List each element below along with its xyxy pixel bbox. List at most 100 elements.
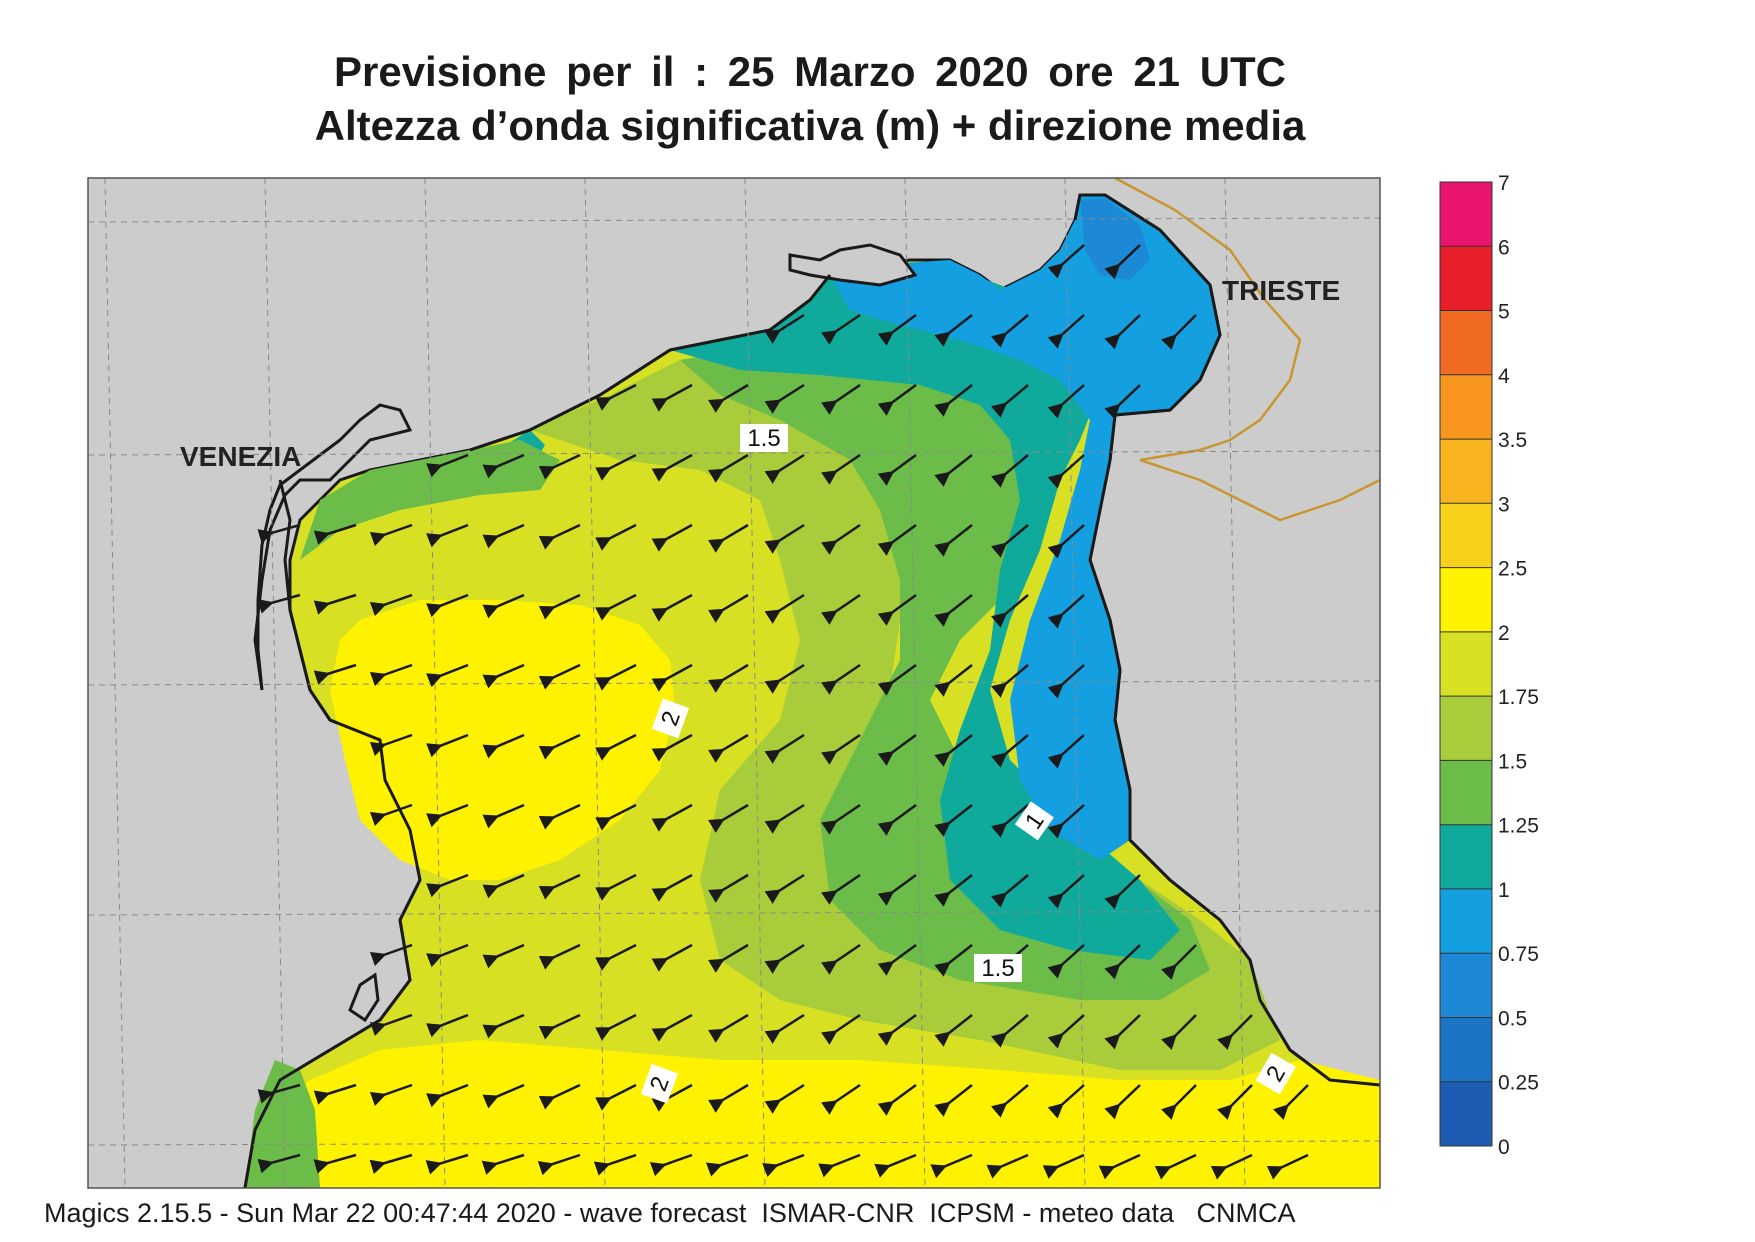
wave-direction-arrow — [537, 1153, 581, 1176]
wave-direction-arrow — [593, 1153, 637, 1176]
wave-direction-arrow — [257, 1153, 301, 1174]
wave-direction-arrow — [482, 1013, 525, 1039]
wave-direction-arrow — [595, 1083, 637, 1111]
wave-direction-arrow — [877, 1013, 917, 1046]
wave-direction-arrow — [1161, 1014, 1197, 1050]
wave-direction-arrow — [1104, 384, 1141, 420]
wave-direction-arrow — [764, 663, 805, 694]
wave-zone-0-5 — [1080, 198, 1150, 280]
wave-direction-arrow — [708, 383, 749, 413]
wave-direction-arrow — [874, 1153, 917, 1178]
wave-direction-arrow — [426, 803, 469, 828]
wave-direction-arrow — [934, 454, 973, 487]
caorle-land — [788, 243, 918, 287]
wave-direction-arrow — [764, 733, 805, 764]
colorbar-tick-label: 0.75 — [1498, 943, 1539, 966]
wave-direction-arrow — [930, 1153, 973, 1179]
wave-direction-arrow — [1104, 874, 1141, 910]
lat-lon-grid — [88, 178, 1380, 1188]
wave-direction-arrow — [369, 1083, 413, 1107]
wave-direction-arrow — [764, 943, 805, 974]
grid-meridian — [264, 178, 286, 1188]
colorbar-tick-label: 0.5 — [1498, 1008, 1527, 1031]
wave-zone-2 — [330, 600, 675, 880]
wave-direction-arrow — [369, 663, 413, 687]
wave-direction-arrow — [821, 943, 861, 975]
contour-label-east-1: 1 — [1014, 801, 1054, 841]
wave-direction-arrow — [821, 1083, 861, 1115]
wave-direction-arrow — [426, 523, 469, 548]
wave-direction-arrow — [1047, 1014, 1085, 1049]
wave-direction-arrow — [934, 594, 973, 627]
wave-direction-arrow — [1266, 1153, 1309, 1180]
wave-direction-arrow — [313, 1153, 357, 1174]
wave-direction-arrow — [426, 453, 469, 478]
wave-direction-arrow — [482, 453, 525, 479]
wave-direction-arrow — [1210, 1153, 1253, 1180]
wave-direction-arrow — [482, 873, 525, 899]
wave-direction-arrow — [821, 313, 861, 345]
colorbar-tick-label: 2.5 — [1498, 558, 1527, 581]
wave-direction-arrow — [764, 803, 805, 834]
wave-direction-arrow — [764, 383, 805, 414]
grid-meridian — [744, 178, 766, 1188]
wave-direction-arrow — [538, 663, 581, 690]
wave-direction-arrow — [764, 1083, 805, 1114]
wave-direction-arrow — [1047, 244, 1085, 279]
wave-direction-arrow — [426, 663, 469, 688]
contour-label-north-1-5: 1.5 — [740, 424, 788, 452]
colorbar-swatch — [1440, 631, 1492, 697]
istria-coastline — [1088, 414, 1380, 1087]
wave-direction-arrow — [1042, 1153, 1085, 1179]
wave-direction-arrow — [595, 943, 637, 971]
wave-direction-arrow — [764, 453, 805, 484]
wave-direction-arrow — [990, 804, 1029, 838]
wave-direction-arrow — [934, 524, 973, 557]
wave-direction-arrow — [764, 523, 805, 554]
wave-direction-arrow — [708, 663, 749, 693]
map-area: 1.5 2 1 1.5 2 2 VENEZIA TRIESTE — [88, 178, 1380, 1188]
colorbar-tick-label: 1 — [1498, 879, 1510, 902]
wave-direction-arrow — [1154, 1153, 1197, 1180]
wave-direction-arrow — [482, 593, 525, 619]
wave-direction-arrow — [257, 523, 301, 544]
wave-direction-arrow — [651, 383, 693, 412]
wave-direction-arrow — [764, 313, 805, 344]
wave-direction-arrow — [877, 943, 917, 976]
wave-direction-arrow — [538, 453, 581, 480]
wave-direction-arrow — [538, 593, 581, 620]
contour-label-center-2: 2 — [651, 698, 690, 739]
venezia-lagoon-land — [253, 403, 413, 691]
wave-direction-arrow — [1161, 1084, 1197, 1120]
map-title-line1: Previsione per il : 25 Marzo 2020 ore 21… — [333, 48, 1287, 95]
wave-direction-arrow — [818, 1153, 861, 1178]
north-coastline — [469, 274, 832, 452]
wave-direction-arrow — [426, 1013, 469, 1038]
wave-direction-arrow — [1104, 1014, 1141, 1050]
wave-direction-arrow — [877, 663, 917, 696]
wave-direction-arrow — [369, 593, 413, 617]
wave-direction-arrow — [1098, 1153, 1141, 1180]
colorbar-tick-label: 6 — [1498, 236, 1510, 259]
wave-direction-arrow — [426, 593, 469, 618]
wave-direction-arrow — [990, 524, 1029, 558]
place-label-trieste: TRIESTE — [1222, 275, 1340, 306]
grid-meridian — [904, 178, 926, 1188]
wave-direction-arrow — [426, 1083, 469, 1108]
wave-direction-arrow — [990, 664, 1029, 698]
wave-direction-arrow — [538, 733, 581, 760]
colorbar-tick-label: 1.5 — [1498, 750, 1527, 773]
wave-direction-arrow — [538, 1083, 581, 1110]
wave-direction-arrow — [482, 943, 525, 969]
wave-direction-arrow — [1047, 594, 1085, 629]
contour-label-south-1-5: 1.5 — [974, 954, 1022, 982]
wave-direction-arrow — [990, 1014, 1029, 1048]
svg-text:1.5: 1.5 — [981, 955, 1014, 982]
wave-direction-arrow — [595, 523, 637, 551]
wave-direction-arrow — [708, 593, 749, 623]
place-label-venezia: VENEZIA — [180, 441, 301, 472]
wave-direction-arrow — [934, 734, 973, 767]
wave-direction-arrow — [257, 593, 301, 614]
contour-label-southeast-2: 2 — [1255, 1052, 1296, 1095]
